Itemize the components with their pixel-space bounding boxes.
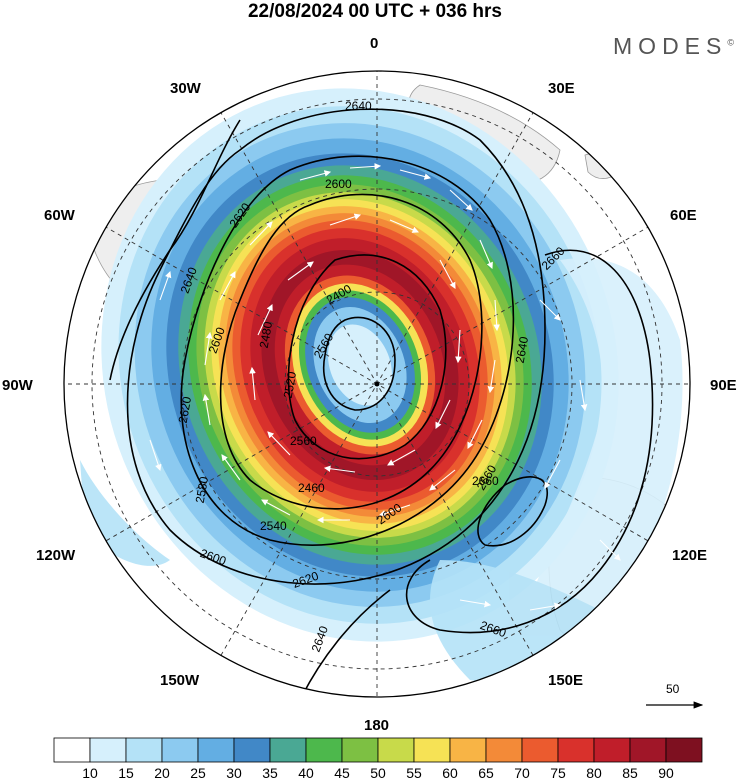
- colorbar-swatch: [413, 737, 451, 763]
- colorbar-tick-label: 50: [370, 765, 386, 781]
- colorbar-swatch: [125, 737, 163, 763]
- colorbar-swatch: [341, 737, 379, 763]
- contour-label: 2640: [345, 99, 372, 113]
- brand-name: MODES: [613, 33, 728, 59]
- wind-speed-shading: [101, 88, 619, 642]
- lon-label-120w: 120W: [36, 547, 76, 564]
- colorbar-swatch: [665, 737, 703, 763]
- colorbar-tick-label: 10: [82, 765, 98, 781]
- contour-label: 2580: [193, 475, 211, 504]
- lon-label-120e: 120E: [672, 547, 707, 564]
- contour-line: [299, 589, 391, 697]
- forecast-title: 22/08/2024 00 UTC + 036 hrs: [247, 1, 503, 22]
- colorbar-tick-label: 75: [550, 765, 566, 781]
- colorbar-tick-label: 65: [478, 765, 494, 781]
- colorbar-tick-label: 40: [298, 765, 314, 781]
- colorbar-swatch: [629, 737, 667, 763]
- colorbar-tick-label: 85: [622, 765, 638, 781]
- contour-line: [405, 249, 654, 634]
- colorbar: 10 15 20 25 30 35 40 45 50 55 60 65 70 75 80 85 90: [53, 737, 703, 781]
- contour-label: 2460: [298, 481, 325, 495]
- colorbar-tick-label: 90: [658, 765, 674, 781]
- colorbar-swatch: [449, 737, 487, 763]
- contour-label: 2620: [176, 395, 194, 424]
- colorbar-swatch: [53, 737, 91, 763]
- contour-label: 2660: [472, 474, 499, 488]
- contour-line: [219, 193, 483, 510]
- colorbar-tick-label: 60: [442, 765, 458, 781]
- colorbar-tick-label: 35: [262, 765, 278, 781]
- colorbar-swatch: [233, 737, 271, 763]
- colorbar-tick-label: 30: [226, 765, 242, 781]
- contour-line: [287, 254, 447, 460]
- lon-label-90w: 90W: [2, 377, 34, 394]
- contour-line: [109, 119, 241, 381]
- lon-label-150w: 150W: [160, 672, 200, 689]
- longitude-labels: 0 30E 60E 90E 120E 150E 180 150W 120W 90…: [2, 35, 737, 734]
- wind-vectors: [149, 163, 621, 611]
- colorbar-swatch: [197, 737, 235, 763]
- contour-label: 2640: [513, 335, 531, 364]
- contour-line: [477, 476, 548, 547]
- contour-label: 2520: [281, 370, 299, 399]
- contour-label: 2560: [290, 434, 317, 448]
- contour-line: [323, 316, 396, 411]
- colorbar-tick-label: 80: [586, 765, 602, 781]
- colorbar-tick-label: 45: [334, 765, 350, 781]
- contour-line: [180, 155, 515, 546]
- height-contours: [109, 108, 654, 697]
- colorbar-swatch: [89, 737, 127, 763]
- colorbar-tick-label: 15: [118, 765, 134, 781]
- colorbar-swatch: [305, 737, 343, 763]
- lon-label-180: 180: [364, 717, 389, 734]
- contour-label: 2540: [260, 519, 287, 533]
- contour-label: 2480: [257, 320, 275, 349]
- colorbar-tick-label: 25: [190, 765, 206, 781]
- colorbar-swatch: [593, 737, 631, 763]
- colorbar-swatch: [269, 737, 307, 763]
- lon-label-150e: 150E: [548, 672, 583, 689]
- lon-label-30e: 30E: [548, 80, 575, 97]
- reference-vector-label: 50: [666, 682, 680, 696]
- lon-label-30w: 30W: [170, 80, 202, 97]
- lon-label-60e: 60E: [670, 207, 697, 224]
- colorbar-tick-label: 55: [406, 765, 422, 781]
- contour-line: [126, 108, 546, 585]
- colorbar-swatch: [485, 737, 523, 763]
- lon-label-60w: 60W: [44, 207, 76, 224]
- brand-logo: MODES©: [613, 33, 734, 60]
- map-boundary: [63, 70, 691, 698]
- lon-label-0: 0: [370, 35, 378, 52]
- colorbar-swatch: [161, 737, 199, 763]
- colorbar-tick-label: 20: [154, 765, 170, 781]
- south-pole-marker: [374, 381, 380, 387]
- contour-label: 2600: [325, 177, 352, 191]
- colorbar-swatch: [557, 737, 595, 763]
- colorbar-swatch: [377, 737, 415, 763]
- reference-vector: 50: [646, 682, 704, 709]
- colorbar-swatch: [521, 737, 559, 763]
- brand-mark: ©: [727, 37, 734, 48]
- colorbar-tick-label: 70: [514, 765, 530, 781]
- lon-label-90e: 90E: [710, 377, 737, 394]
